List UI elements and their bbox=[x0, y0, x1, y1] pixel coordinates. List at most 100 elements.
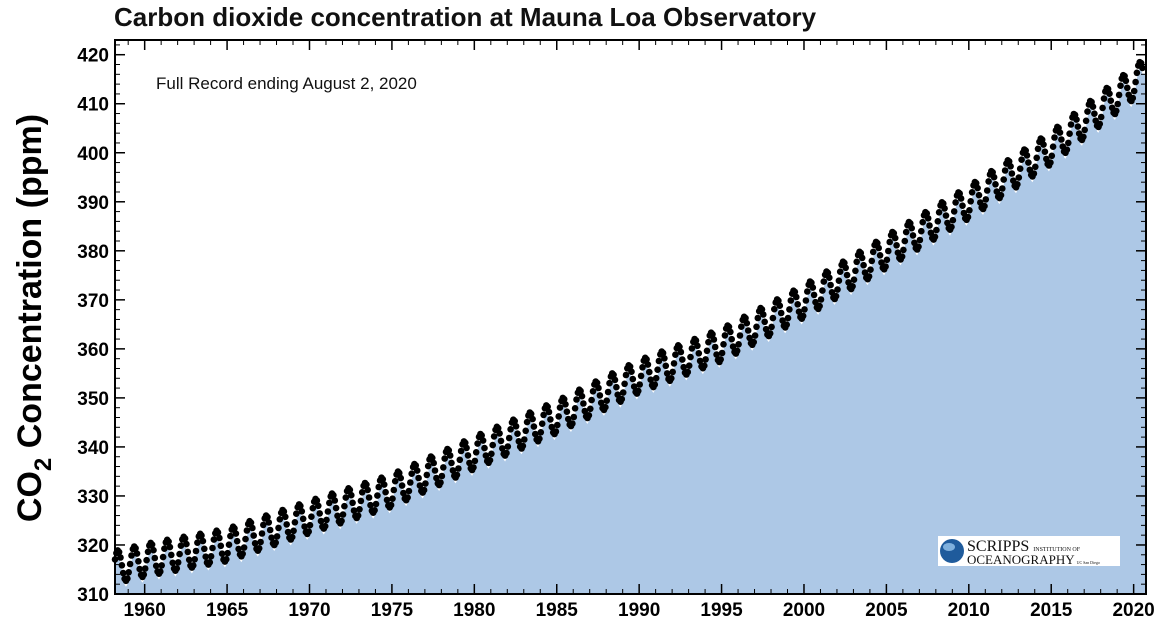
data-point bbox=[455, 465, 462, 472]
y-tick-label: 400 bbox=[77, 144, 109, 165]
data-point bbox=[948, 223, 955, 231]
data-point bbox=[527, 410, 535, 418]
y-tick-label: 330 bbox=[77, 487, 109, 508]
data-point bbox=[1040, 141, 1047, 148]
data-point bbox=[257, 538, 264, 546]
data-point bbox=[596, 392, 604, 399]
data-point bbox=[960, 209, 968, 217]
data-point bbox=[964, 213, 972, 221]
data-point bbox=[298, 508, 306, 515]
data-point bbox=[519, 442, 527, 450]
data-point bbox=[1084, 108, 1091, 115]
data-point bbox=[828, 289, 836, 296]
data-point bbox=[809, 284, 817, 291]
data-point bbox=[1100, 95, 1108, 102]
data-point bbox=[339, 511, 347, 518]
data-point bbox=[569, 420, 576, 427]
data-point bbox=[276, 516, 284, 523]
data-point bbox=[1067, 121, 1075, 128]
data-point bbox=[651, 381, 659, 388]
data-point bbox=[268, 534, 275, 541]
data-point bbox=[744, 327, 752, 334]
data-point bbox=[545, 408, 553, 416]
data-point bbox=[703, 347, 711, 355]
data-point bbox=[1130, 87, 1138, 95]
data-point bbox=[350, 507, 358, 514]
data-point bbox=[900, 246, 907, 254]
data-point bbox=[126, 560, 134, 568]
data-point bbox=[1007, 163, 1014, 170]
data-point bbox=[768, 323, 775, 331]
data-point bbox=[597, 399, 605, 407]
data-point bbox=[273, 533, 281, 540]
data-point bbox=[478, 432, 486, 439]
data-point bbox=[522, 427, 529, 435]
data-point bbox=[1025, 159, 1032, 166]
data-point bbox=[573, 396, 580, 403]
data-point bbox=[119, 569, 127, 577]
data-point bbox=[709, 330, 716, 338]
data-point bbox=[659, 349, 667, 357]
data-point bbox=[235, 545, 242, 553]
data-point bbox=[869, 248, 877, 256]
data-point bbox=[602, 403, 609, 411]
logo-background bbox=[938, 536, 1120, 566]
data-point bbox=[429, 454, 436, 462]
data-point bbox=[482, 452, 490, 459]
data-point bbox=[521, 436, 528, 443]
area-fill bbox=[115, 68, 1146, 595]
x-tick-label: 1995 bbox=[700, 600, 743, 621]
data-point bbox=[474, 440, 481, 447]
data-point bbox=[562, 401, 569, 408]
data-point bbox=[901, 237, 909, 245]
data-point bbox=[136, 565, 143, 573]
data-point bbox=[554, 421, 561, 429]
data-point bbox=[915, 243, 922, 250]
data-point bbox=[184, 548, 192, 556]
data-point bbox=[290, 527, 297, 535]
data-point bbox=[1124, 84, 1131, 92]
data-point bbox=[265, 519, 273, 526]
data-point bbox=[733, 347, 741, 355]
data-point bbox=[1014, 181, 1021, 188]
y-tick-label: 370 bbox=[77, 291, 109, 312]
data-point bbox=[1129, 94, 1137, 102]
data-point bbox=[387, 501, 395, 509]
data-point bbox=[766, 330, 774, 337]
data-point bbox=[908, 224, 915, 232]
data-point bbox=[672, 351, 679, 359]
data-point bbox=[588, 396, 595, 404]
data-point bbox=[383, 496, 391, 504]
data-point bbox=[499, 445, 506, 452]
data-point bbox=[718, 349, 726, 357]
data-point bbox=[548, 423, 556, 431]
data-point bbox=[449, 467, 457, 474]
data-point bbox=[593, 379, 601, 387]
data-point bbox=[560, 395, 568, 403]
data-point bbox=[422, 480, 429, 487]
data-point bbox=[975, 191, 983, 199]
data-point bbox=[315, 502, 322, 510]
data-point bbox=[463, 444, 470, 452]
data-point bbox=[231, 525, 238, 532]
data-point bbox=[173, 565, 181, 572]
data-point bbox=[371, 507, 378, 514]
data-point bbox=[470, 464, 477, 471]
data-point bbox=[504, 443, 512, 450]
data-point bbox=[849, 283, 856, 290]
data-point bbox=[793, 293, 800, 301]
data-point bbox=[816, 302, 823, 310]
data-point bbox=[174, 559, 182, 566]
y-tick-label: 410 bbox=[77, 95, 109, 116]
y-tick-label: 310 bbox=[77, 585, 109, 606]
data-point bbox=[456, 456, 464, 464]
data-point bbox=[784, 314, 792, 322]
data-point bbox=[942, 212, 950, 219]
data-point bbox=[185, 556, 193, 564]
data-point bbox=[1096, 120, 1104, 128]
data-point bbox=[489, 441, 497, 449]
data-point bbox=[357, 497, 365, 505]
x-tick-label: 1960 bbox=[124, 600, 166, 621]
data-point bbox=[563, 408, 571, 416]
